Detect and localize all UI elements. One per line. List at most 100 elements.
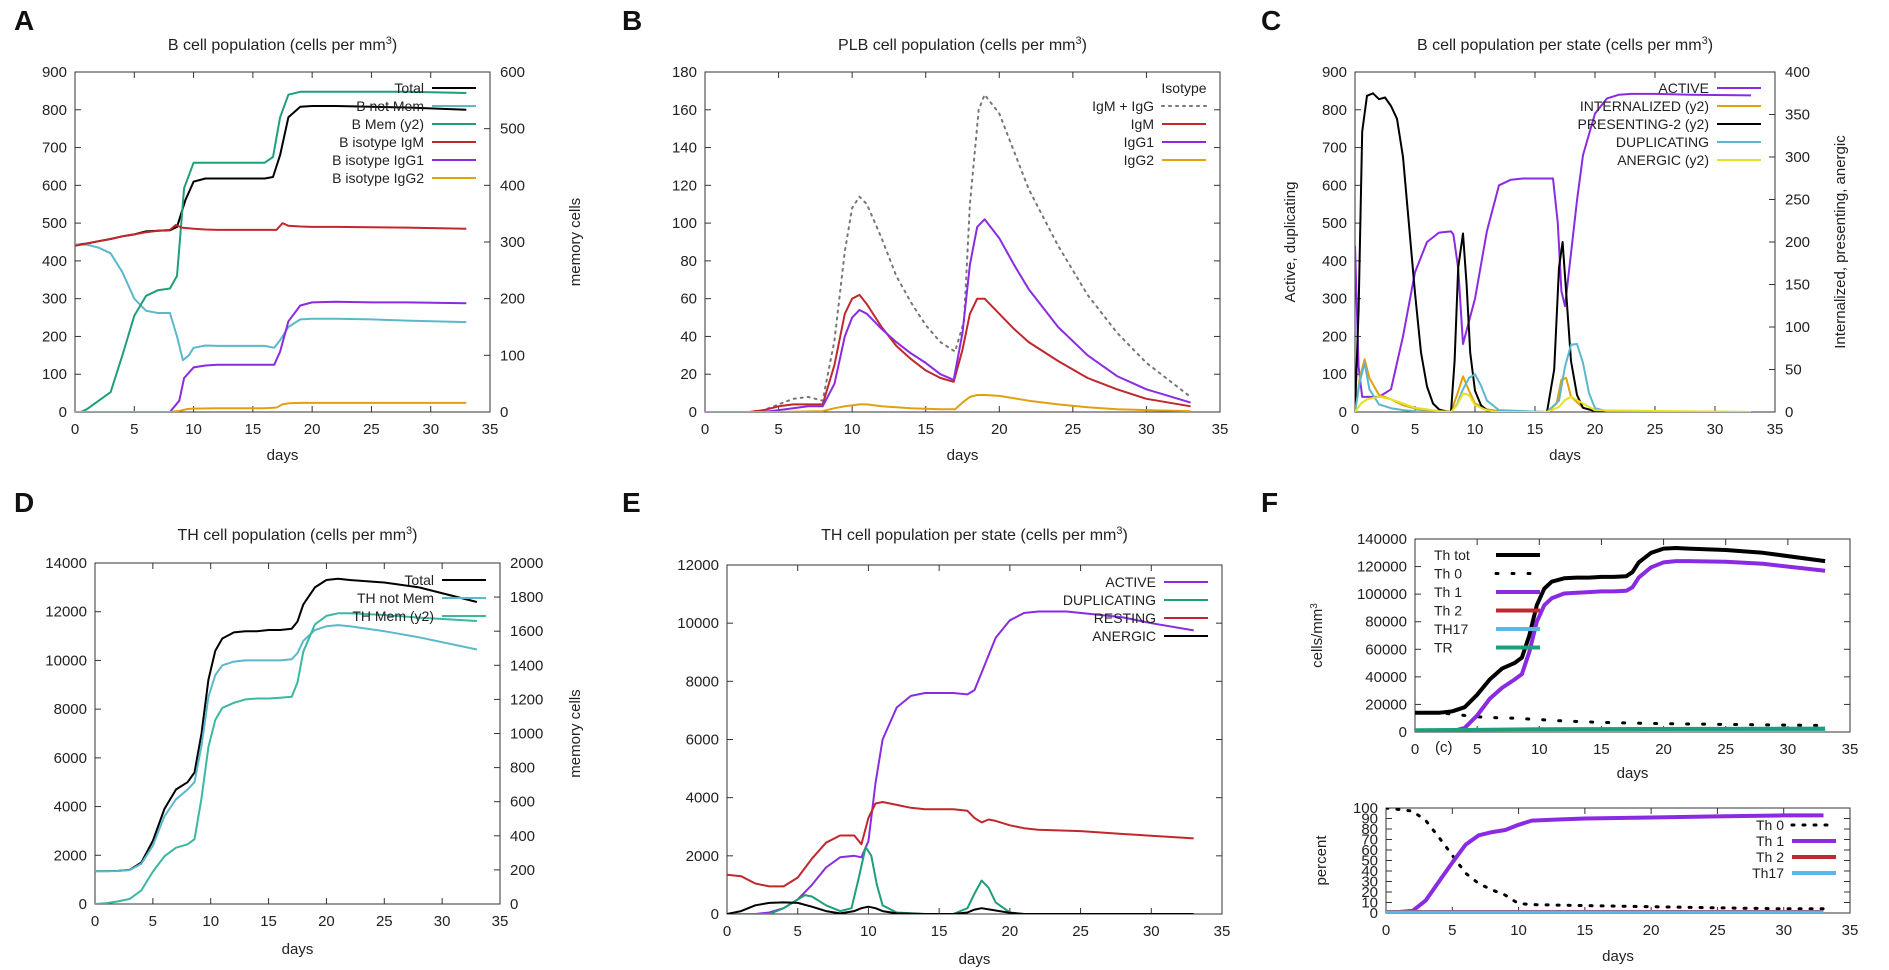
y-tick-label: 4000 bbox=[54, 799, 87, 816]
x-tick-label: 0 bbox=[1382, 922, 1390, 939]
y2-tick-label: 100 bbox=[1785, 319, 1810, 336]
y-tick-label: 0 bbox=[1399, 724, 1407, 741]
x-tick-label: 15 bbox=[260, 913, 277, 930]
plot-frame bbox=[1354, 71, 1776, 413]
y-tick-label: 4000 bbox=[686, 790, 719, 807]
chart-title-sup: 3 bbox=[1702, 35, 1708, 47]
x-tick-label: 35 bbox=[1214, 923, 1231, 940]
legend-label-th-mem-y2: TH Mem (y2) bbox=[352, 608, 434, 624]
y-tick-label: 10000 bbox=[45, 652, 87, 669]
y2-tick-label: 1000 bbox=[510, 726, 543, 743]
y-tick-label: 40000 bbox=[1365, 669, 1407, 686]
x-tick-label: 35 bbox=[1767, 421, 1784, 438]
y2-tick-label: 400 bbox=[510, 828, 535, 845]
x-tick-label: 0 bbox=[1351, 421, 1359, 438]
y2-tick-label: 400 bbox=[1785, 64, 1810, 81]
chart-title-sup: 3 bbox=[386, 35, 392, 47]
y2-tick-label: 600 bbox=[500, 64, 525, 81]
y-axis-label-text: cells/mm bbox=[1309, 609, 1326, 668]
legend-label-resting: RESTING bbox=[1094, 610, 1156, 626]
y2-axis-label: memory cells bbox=[567, 198, 584, 286]
series-line-resting bbox=[727, 801, 1194, 888]
x-axis-label: days bbox=[1549, 447, 1581, 464]
series-line-b-isotype-igm bbox=[75, 222, 467, 247]
legend-label-th-0: Th 0 bbox=[1756, 817, 1784, 833]
legend-label-tr: TR bbox=[1434, 640, 1453, 656]
chart-title-text: B cell population (cells per mm bbox=[168, 37, 386, 54]
x-tick-label: 25 bbox=[1065, 421, 1082, 438]
y2-axis-label: memory cells bbox=[567, 689, 584, 777]
x-tick-label: 30 bbox=[1707, 421, 1724, 438]
y2-tick-label: 300 bbox=[1785, 149, 1810, 166]
chart-title-end: ) bbox=[392, 37, 397, 54]
y2-tick-label: 300 bbox=[500, 234, 525, 251]
series-line-presenting-2-y2 bbox=[1355, 92, 1751, 412]
x-axis-label: days bbox=[282, 941, 314, 958]
y2-tick-label: 200 bbox=[1785, 234, 1810, 251]
chart-d: TH cell population (cells per mm3) 0 5 10 15… bbox=[45, 525, 584, 958]
chart-title: B cell population per state (cells per m… bbox=[1417, 35, 1713, 54]
legend-label-igg1: IgG1 bbox=[1124, 134, 1155, 150]
x-tick-label: 15 bbox=[1593, 741, 1610, 758]
y-axis-label-text: percent bbox=[1313, 835, 1330, 886]
x-tick-label: 30 bbox=[422, 421, 439, 438]
panel-letter-d: D bbox=[14, 487, 34, 518]
series-line-anergic-y2 bbox=[1355, 392, 1752, 412]
plot-frame bbox=[74, 71, 491, 413]
legend-label-internalized-y2: INTERNALIZED (y2) bbox=[1580, 98, 1709, 114]
x-tick-label: 5 bbox=[1473, 741, 1481, 758]
x-tick-label: 30 bbox=[1138, 421, 1155, 438]
x-tick-label: 5 bbox=[130, 421, 138, 438]
y-tick-label: 6000 bbox=[686, 732, 719, 749]
y-axis-label: cells/mm3 bbox=[1309, 603, 1327, 668]
chart-title-text: TH cell population (cells per mm bbox=[178, 527, 407, 544]
y-tick-label: 700 bbox=[1322, 140, 1347, 157]
y2-tick-label: 50 bbox=[1785, 362, 1802, 379]
chart-title-text: PLB cell population (cells per mm bbox=[838, 37, 1075, 54]
y-tick-label: 0 bbox=[689, 404, 697, 421]
y-tick-label: 8000 bbox=[54, 701, 87, 718]
chart-title-sup: 3 bbox=[1075, 35, 1081, 47]
y-tick-label: 0 bbox=[1339, 404, 1347, 421]
y2-tick-label: 250 bbox=[1785, 192, 1810, 209]
x-axis-label: days bbox=[947, 447, 979, 464]
y2-tick-label: 1200 bbox=[510, 691, 543, 708]
y-tick-label: 120 bbox=[672, 177, 697, 194]
y-tick-label: 200 bbox=[42, 328, 67, 345]
x-tick-label: 20 bbox=[1655, 741, 1672, 758]
x-tick-label: 0 bbox=[1411, 741, 1419, 758]
legend-label-presenting-2-y2: PRESENTING-2 (y2) bbox=[1578, 116, 1709, 132]
chart-title: TH cell population (cells per mm3) bbox=[178, 525, 418, 544]
y-tick-label: 900 bbox=[1322, 64, 1347, 81]
series-line-th-1 bbox=[1415, 559, 1826, 732]
series-line-tr bbox=[1415, 726, 1826, 732]
y-tick-label: 2000 bbox=[686, 848, 719, 865]
y-tick-label: 600 bbox=[1322, 177, 1347, 194]
y2-tick-label: 800 bbox=[510, 760, 535, 777]
legend-label-th17: Th17 bbox=[1752, 865, 1784, 881]
x-tick-label: 5 bbox=[1448, 922, 1456, 939]
legend-label-active: ACTIVE bbox=[1105, 574, 1156, 590]
panel-letter-b: B bbox=[622, 5, 642, 36]
legend-label-anergic-y2: ANERGIC (y2) bbox=[1617, 152, 1709, 168]
x-tick-label: 15 bbox=[1527, 421, 1544, 438]
x-tick-label: 20 bbox=[304, 421, 321, 438]
y-tick-label: 60000 bbox=[1365, 641, 1407, 658]
series-line-th-0 bbox=[1386, 808, 1825, 911]
y-tick-label: 90 bbox=[1361, 811, 1378, 828]
series-line-anergic bbox=[727, 901, 1194, 914]
legend-title: Isotype bbox=[1161, 80, 1206, 96]
legend-label-th-2: Th 2 bbox=[1756, 849, 1784, 865]
y-tick-label: 50 bbox=[1361, 853, 1378, 870]
y-tick-label: 600 bbox=[42, 177, 67, 194]
series-line-th-tot bbox=[1415, 546, 1826, 715]
y2-axis-label: Internalized, presenting, anergic bbox=[1832, 135, 1849, 349]
y2-tick-label: 100 bbox=[500, 347, 525, 364]
y-tick-label: 400 bbox=[42, 253, 67, 270]
y-tick-label: 100 bbox=[42, 366, 67, 383]
x-tick-label: 30 bbox=[1775, 922, 1792, 939]
chart-c: B cell population per state (cells per m… bbox=[1282, 35, 1849, 464]
legend-label-th-2: Th 2 bbox=[1434, 603, 1462, 619]
charts-root: B cell population (cells per mm3)0 5 10 15 2… bbox=[42, 35, 1858, 968]
y-tick-label: 20000 bbox=[1365, 696, 1407, 713]
